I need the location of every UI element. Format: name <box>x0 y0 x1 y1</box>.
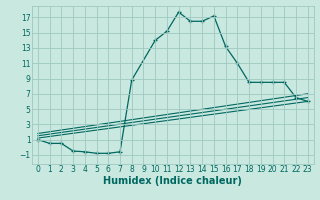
X-axis label: Humidex (Indice chaleur): Humidex (Indice chaleur) <box>103 176 242 186</box>
